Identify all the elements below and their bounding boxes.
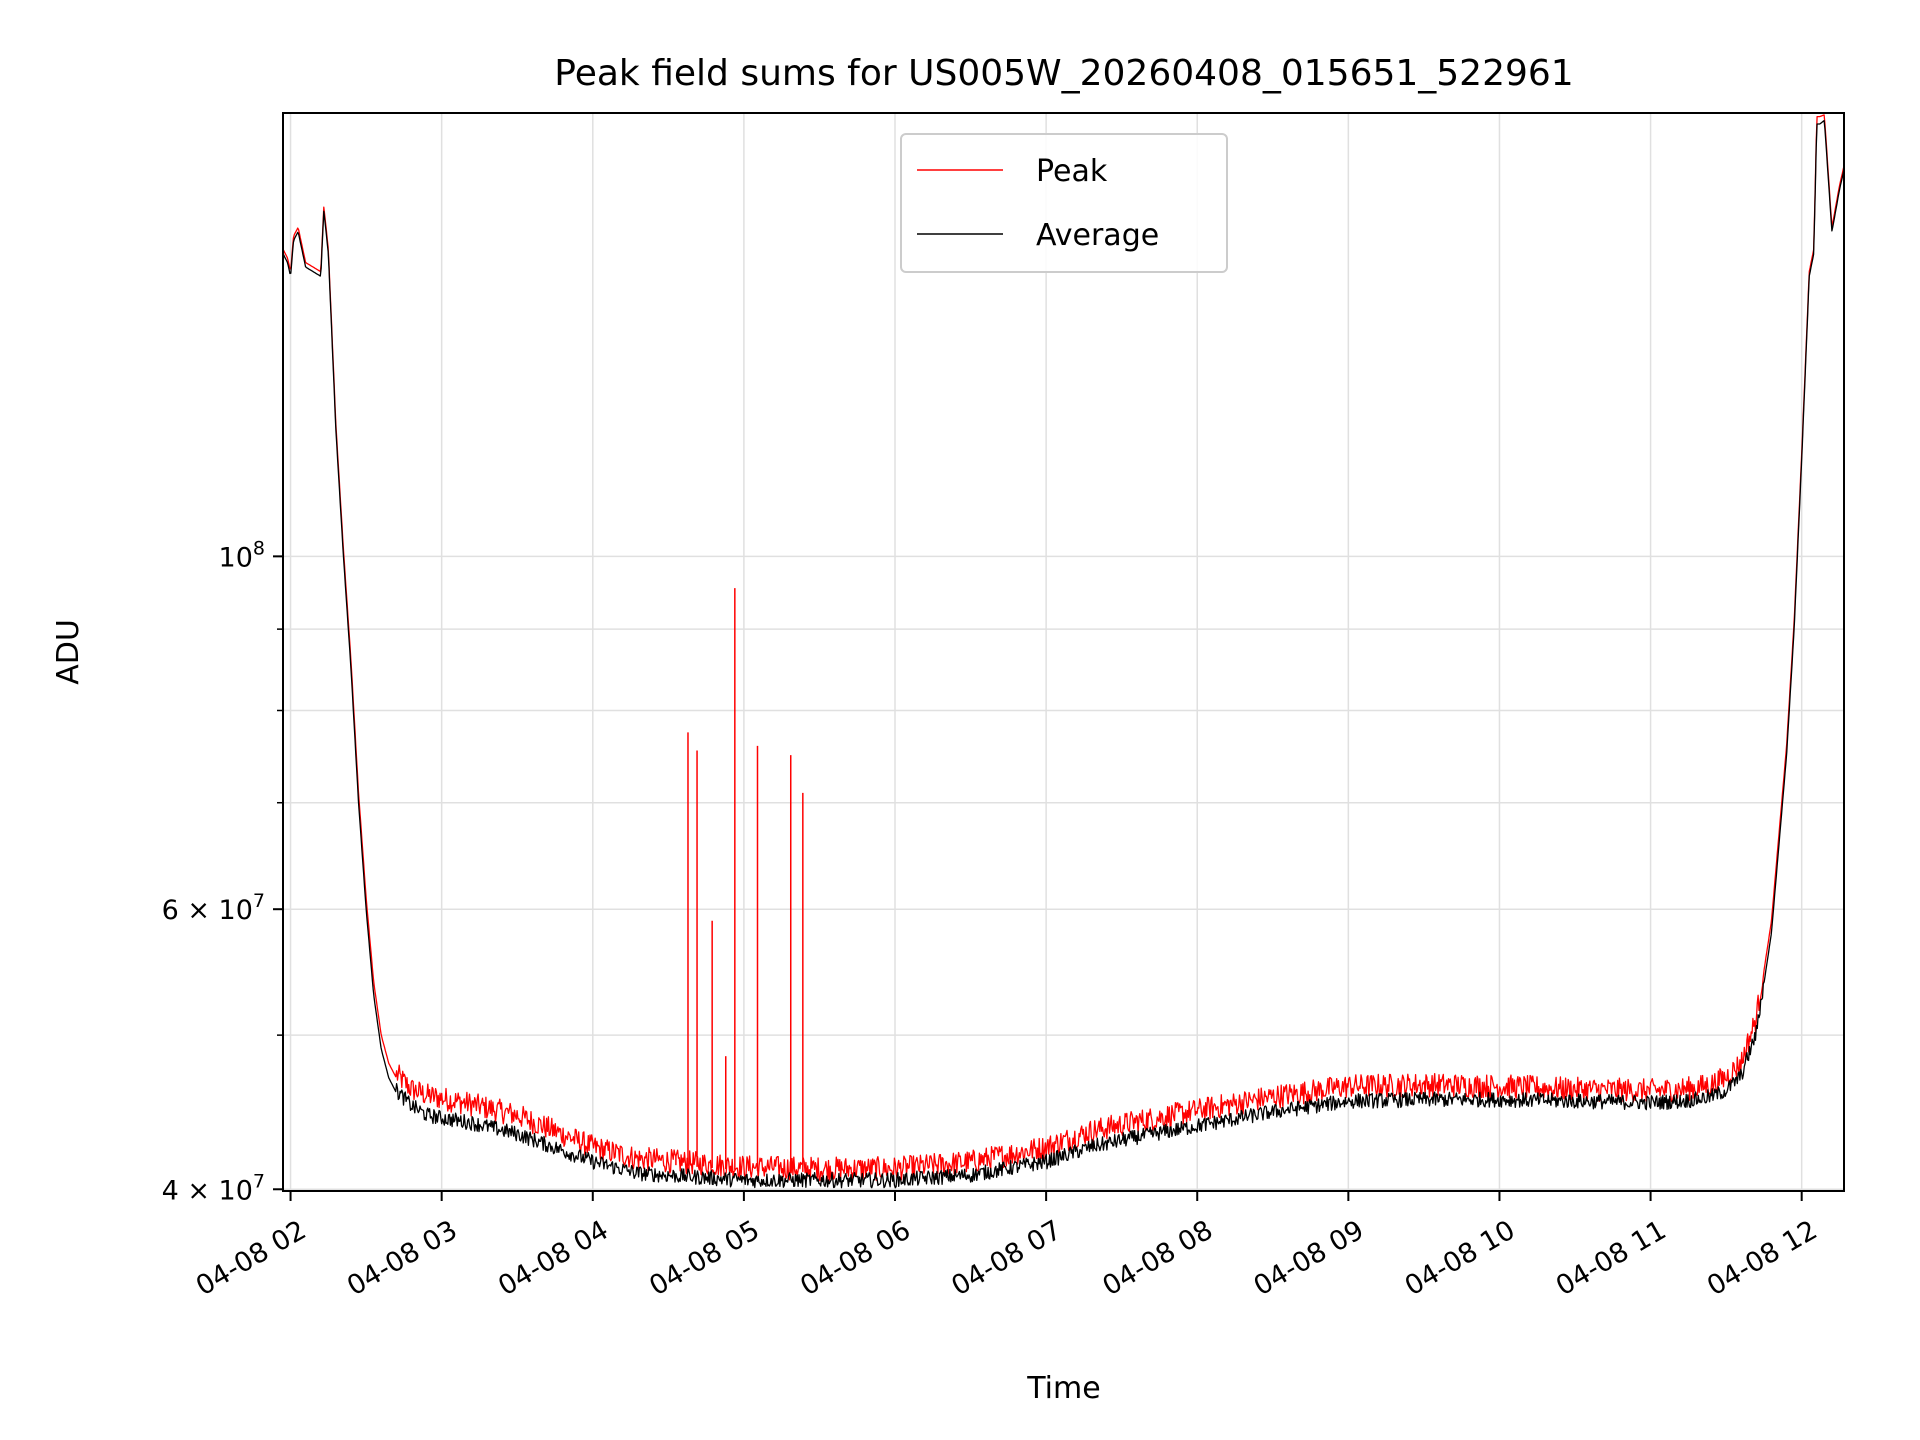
y-tick-label: 108	[219, 537, 265, 573]
legend-box	[900, 133, 1228, 273]
legend-average-label: Average	[1036, 218, 1159, 253]
y-tick-label: 6 × 107	[162, 890, 265, 926]
plot-frame	[282, 112, 1845, 1192]
chart-title: Peak field sums for US005W_20260408_0156…	[554, 53, 1573, 94]
legend: Peak Average	[900, 133, 1228, 273]
grid	[283, 113, 1844, 1191]
series-layer	[283, 114, 1844, 1189]
x-axis-label: Time	[1026, 1371, 1100, 1406]
y-tick-label: 4 × 107	[162, 1170, 265, 1206]
y-axis-label: ADU	[51, 619, 86, 685]
legend-peak-label: Peak	[1036, 154, 1108, 189]
y-axis: 4 × 107 6 × 107 108	[162, 537, 283, 1206]
average-series-line	[283, 119, 1844, 1189]
